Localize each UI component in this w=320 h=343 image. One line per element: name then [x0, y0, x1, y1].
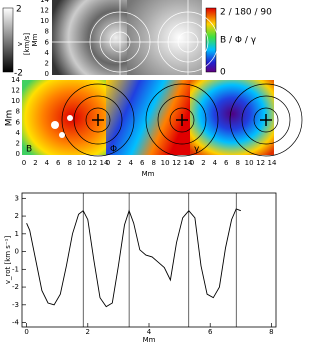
- y-tick-label: 1: [15, 230, 19, 238]
- x-tick-label: 10: [77, 159, 86, 167]
- field-map: [190, 80, 274, 155]
- x-tick-label: 2: [201, 159, 205, 167]
- x-tick-label: 0: [190, 159, 194, 167]
- x-tick-label: 8: [151, 159, 155, 167]
- y-tick-label: 3: [15, 194, 19, 202]
- x-tick-label: 12: [256, 159, 265, 167]
- velocity-map: [127, 0, 202, 75]
- colorbar-bottom: 0: [220, 68, 226, 78]
- y-tick-label: 6: [16, 118, 21, 126]
- field-map: [106, 80, 190, 155]
- panel-label: Φ: [110, 145, 117, 155]
- colorbar-top: 2 / 180 / 90: [220, 8, 272, 18]
- y-tick-label: 14: [40, 0, 49, 4]
- colorbar-bottom: -2: [14, 69, 23, 79]
- x-tick-label: 6: [140, 159, 145, 167]
- y-tick-label: -1: [12, 265, 19, 273]
- x-axis-label: Mm: [143, 336, 156, 343]
- contours: [61, 83, 303, 157]
- x-tick-label: 10: [245, 159, 254, 167]
- y-tick-label: 0: [15, 248, 19, 256]
- y-axis-label: Mm: [31, 33, 39, 46]
- y-tick-label: 8: [45, 28, 49, 36]
- x-tick-label: 4: [45, 159, 50, 167]
- y-tick-label: 8: [16, 108, 20, 116]
- x-axis-label: Mm: [142, 170, 155, 178]
- x-tick-label: 14: [184, 159, 193, 167]
- y-tick-label: 0: [45, 70, 49, 78]
- y-tick-label: 2: [15, 212, 19, 220]
- x-tick-label: 2: [33, 159, 37, 167]
- panel-label: γ: [194, 145, 200, 155]
- x-tick-label: 6: [56, 159, 61, 167]
- x-tick-label: 8: [269, 328, 273, 336]
- x-tick-label: 10: [161, 159, 170, 167]
- y-axis-label: Mm: [5, 110, 15, 127]
- data-line: [26, 208, 241, 308]
- x-tick-label: 6: [208, 328, 213, 336]
- x-tick-label: 8: [235, 159, 239, 167]
- x-tick-label: 0: [106, 159, 110, 167]
- y-tick-label: -4: [12, 319, 20, 327]
- x-tick-label: 14: [100, 159, 109, 167]
- y-tick-label: 10: [40, 17, 49, 25]
- y-tick-label: 0: [16, 150, 20, 158]
- x-tick-label: 12: [88, 159, 97, 167]
- y-tick-label: 6: [45, 38, 50, 46]
- x-tick-label: 0: [24, 328, 28, 336]
- colorbar-label: B / Φ / γ: [220, 36, 257, 46]
- x-tick-label: 0: [22, 159, 26, 167]
- x-tick-label: 4: [129, 159, 134, 167]
- panel-label: B: [26, 145, 32, 155]
- y-tick-label: 10: [11, 97, 20, 105]
- field-map: [22, 80, 106, 155]
- x-tick-label: 2: [117, 159, 121, 167]
- velocity-map: [52, 0, 127, 75]
- y-tick-label: 4: [16, 129, 21, 137]
- y-tick-label: -3: [12, 301, 19, 309]
- x-tick-label: 8: [67, 159, 71, 167]
- y-tick-label: 4: [45, 49, 50, 57]
- x-tick-label: 4: [147, 328, 152, 336]
- x-tick-label: 14: [268, 159, 277, 167]
- color-colorbar: [205, 7, 217, 73]
- colorbar-label: v: [16, 42, 24, 46]
- gray-colorbar: [2, 7, 14, 73]
- figure: 2 -2 v [km/s] 2 / 180 / 90 B / Φ / γ 0 M…: [2, 0, 303, 343]
- x-tick-label: 2: [86, 328, 90, 336]
- x-tick-label: 6: [224, 159, 229, 167]
- colorbar-top: 2: [16, 5, 22, 15]
- y-tick-label: 12: [11, 87, 20, 95]
- specks: [51, 115, 73, 138]
- contours: [52, 0, 219, 75]
- y-tick-label: -2: [12, 283, 19, 291]
- y-tick-label: 2: [16, 139, 20, 147]
- x-tick-label: 4: [213, 159, 218, 167]
- y-tick-label: 2: [45, 59, 49, 67]
- colorbar-unit: [km/s]: [23, 33, 31, 56]
- y-tick-label: 14: [11, 76, 20, 84]
- x-tick-label: 12: [172, 159, 181, 167]
- y-axis-label: v_rot [km s⁻¹]: [4, 236, 12, 285]
- y-tick-label: 12: [40, 7, 49, 15]
- plot-frame: [21, 192, 277, 328]
